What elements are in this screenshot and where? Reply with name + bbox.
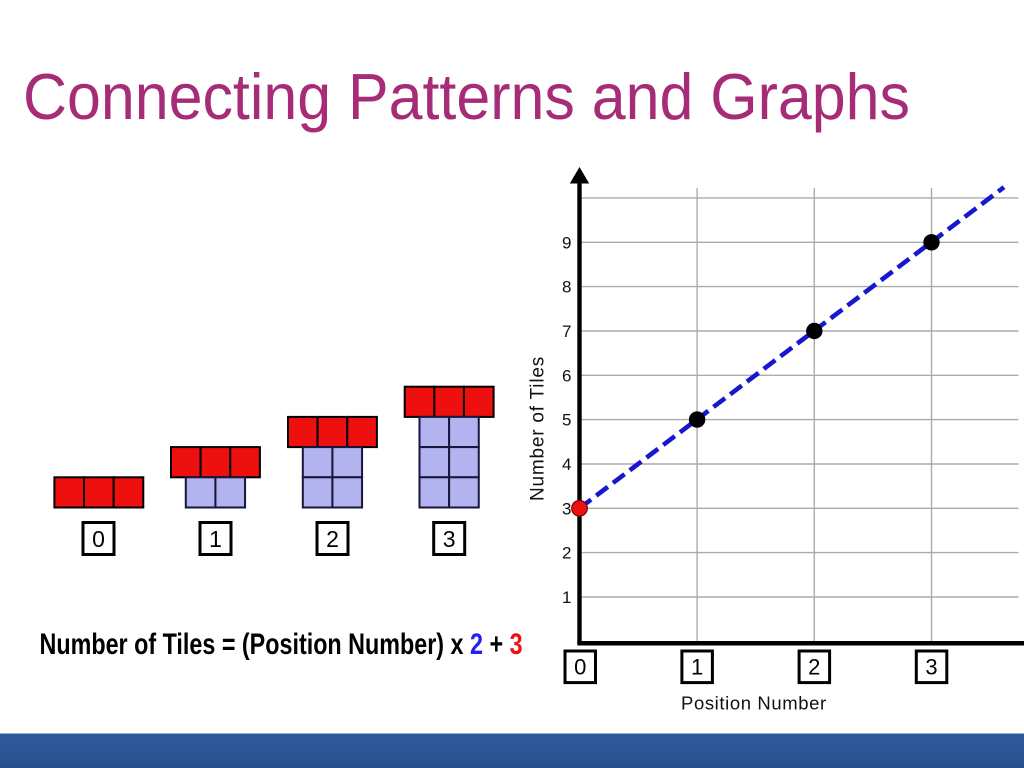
svg-text:2: 2 <box>808 655 820 680</box>
svg-text:8: 8 <box>562 278 571 297</box>
svg-text:5: 5 <box>562 411 571 430</box>
svg-text:0: 0 <box>92 526 105 552</box>
svg-text:9: 9 <box>562 233 571 252</box>
svg-text:0: 0 <box>574 655 586 680</box>
svg-text:2: 2 <box>326 526 339 552</box>
svg-text:3: 3 <box>443 526 456 552</box>
svg-text:7: 7 <box>562 322 571 341</box>
svg-text:1: 1 <box>691 655 703 680</box>
svg-text:Position Number: Position Number <box>681 693 827 714</box>
svg-text:1: 1 <box>209 526 222 552</box>
svg-text:6: 6 <box>562 366 571 385</box>
svg-text:4: 4 <box>562 455 571 474</box>
svg-text:2: 2 <box>562 544 571 563</box>
svg-text:3: 3 <box>925 655 937 680</box>
svg-text:Number of Tiles = (Position Nu: Number of Tiles = (Position Number) x 2 … <box>40 627 523 660</box>
svg-text:Connecting Patterns and Graphs: Connecting Patterns and Graphs <box>23 60 910 133</box>
svg-text:3: 3 <box>562 499 571 518</box>
svg-text:Number of Tiles: Number of Tiles <box>528 356 549 501</box>
svg-text:1: 1 <box>562 588 571 607</box>
